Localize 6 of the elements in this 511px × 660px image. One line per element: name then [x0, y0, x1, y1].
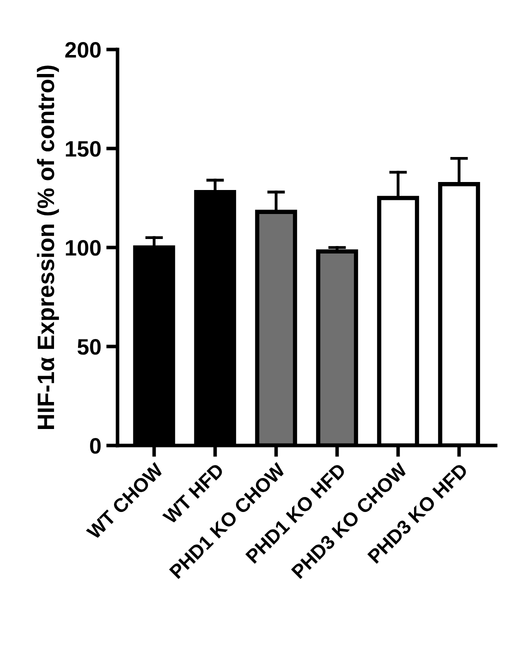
- y-tick-label: 50: [78, 339, 101, 355]
- y-tick-label: 200: [65, 42, 101, 58]
- y-tick-label: 0: [90, 438, 101, 454]
- y-tick-label: 150: [66, 141, 101, 157]
- y-tick-label: 100: [66, 240, 101, 256]
- y-axis-title: HIF-1α Expression (% of control): [36, 66, 59, 429]
